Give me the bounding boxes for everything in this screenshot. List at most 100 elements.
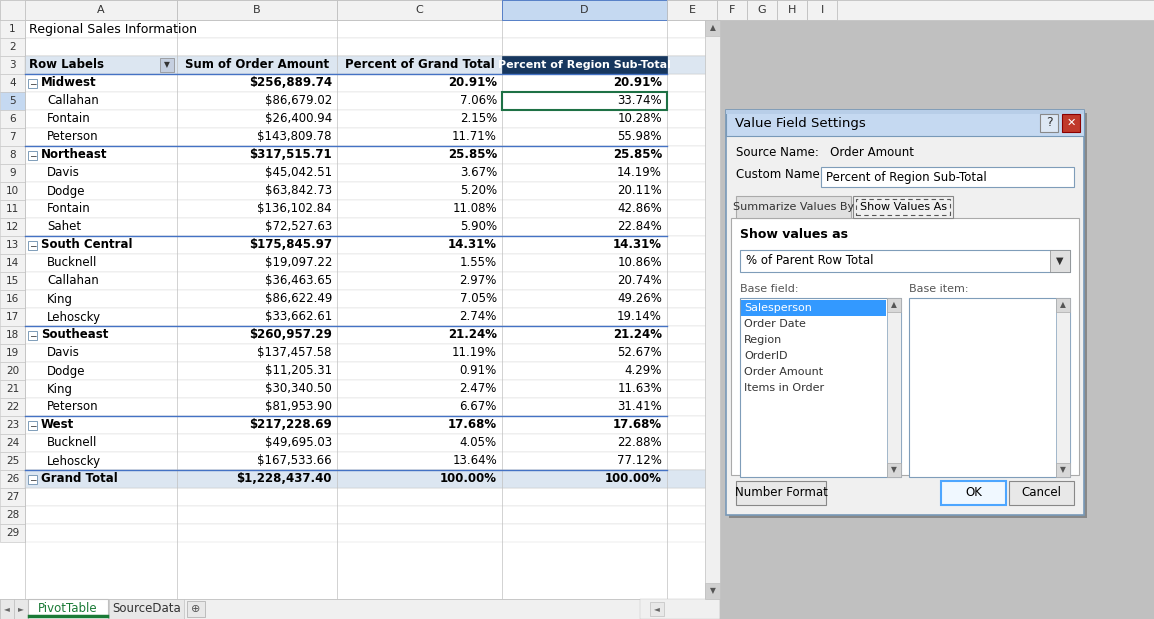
Text: Fontain: Fontain [47, 202, 91, 215]
Text: 7.06%: 7.06% [459, 95, 497, 108]
Bar [502, 0, 667, 20]
Bar [502, 56, 667, 74]
Text: $81,953.90: $81,953.90 [265, 400, 332, 413]
Text: −: − [29, 79, 36, 88]
Text: Sahet: Sahet [47, 220, 81, 233]
Text: 1: 1 [9, 24, 16, 34]
Text: Dodge: Dodge [47, 184, 85, 197]
Text: Grand Total: Grand Total [42, 472, 118, 485]
Text: 100.00%: 100.00% [605, 472, 662, 485]
Text: $167,533.66: $167,533.66 [257, 454, 332, 467]
Text: 7: 7 [9, 132, 16, 142]
Bar [1056, 298, 1070, 312]
Text: 49.26%: 49.26% [617, 293, 662, 306]
Text: 20.91%: 20.91% [613, 77, 662, 90]
Text: OK: OK [965, 487, 982, 500]
Text: $317,515.71: $317,515.71 [249, 149, 332, 162]
Text: 22: 22 [6, 402, 20, 412]
Text: 8: 8 [9, 150, 16, 160]
Text: 11.63%: 11.63% [617, 383, 662, 396]
Text: 25: 25 [6, 456, 20, 466]
Text: 2.47%: 2.47% [459, 383, 497, 396]
Bar [853, 196, 953, 218]
Bar [0, 182, 25, 200]
Bar [667, 0, 717, 20]
Text: 11.19%: 11.19% [452, 347, 497, 360]
Text: Value Field Settings: Value Field Settings [735, 116, 866, 129]
Text: $72,527.63: $72,527.63 [264, 220, 332, 233]
Text: Davis: Davis [47, 167, 80, 180]
Text: 55.98%: 55.98% [617, 131, 662, 144]
Bar [25, 272, 720, 290]
Text: Bucknell: Bucknell [47, 436, 97, 449]
Bar [729, 113, 1087, 518]
Text: 5.20%: 5.20% [460, 184, 497, 197]
Text: Midwest: Midwest [42, 77, 97, 90]
Text: $11,205.31: $11,205.31 [265, 365, 332, 378]
Bar [1056, 463, 1070, 477]
Text: Salesperson: Salesperson [744, 303, 812, 313]
Text: OrderID: OrderID [744, 351, 787, 361]
Text: 26: 26 [6, 474, 20, 484]
Text: 21: 21 [6, 384, 20, 394]
Text: % of Parent Row Total: % of Parent Row Total [745, 254, 874, 267]
Text: 10.86%: 10.86% [617, 256, 662, 269]
Bar [0, 344, 25, 362]
Text: Regional Sales Information: Regional Sales Information [29, 22, 197, 35]
Bar [1056, 298, 1070, 477]
Text: Callahan: Callahan [47, 95, 99, 108]
Text: −: − [29, 151, 36, 160]
Text: 12: 12 [6, 222, 20, 232]
Text: Sum of Order Amount: Sum of Order Amount [185, 59, 329, 72]
Text: Items in Order: Items in Order [744, 383, 824, 393]
Bar [736, 196, 850, 218]
Bar [25, 146, 720, 164]
Bar [25, 416, 720, 434]
Text: 6: 6 [9, 114, 16, 124]
Bar [25, 0, 177, 20]
Text: ►: ► [18, 605, 24, 613]
Text: Region: Region [744, 335, 782, 345]
Bar [0, 128, 25, 146]
Bar [28, 421, 37, 430]
Bar [820, 167, 1074, 187]
Text: Source Name:   Order Amount: Source Name: Order Amount [736, 145, 914, 158]
Bar [25, 470, 720, 488]
Bar [0, 488, 25, 506]
Bar [0, 200, 25, 218]
Text: 42.86%: 42.86% [617, 202, 662, 215]
Text: $19,097.22: $19,097.22 [264, 256, 332, 269]
Text: $175,845.97: $175,845.97 [249, 238, 332, 251]
Bar [1062, 114, 1080, 132]
Bar [25, 326, 720, 344]
Text: 21.24%: 21.24% [448, 329, 497, 342]
Text: 6.67%: 6.67% [459, 400, 497, 413]
Text: 19: 19 [6, 348, 20, 358]
Text: 11.71%: 11.71% [452, 131, 497, 144]
Text: 20.91%: 20.91% [448, 77, 497, 90]
Text: E: E [689, 5, 696, 15]
Text: I: I [820, 5, 824, 15]
Bar [108, 599, 183, 619]
Text: 20: 20 [6, 366, 20, 376]
Text: $143,809.78: $143,809.78 [257, 131, 332, 144]
Text: 25.85%: 25.85% [448, 149, 497, 162]
Bar [0, 599, 1154, 619]
Bar [187, 601, 205, 617]
Text: $86,679.02: $86,679.02 [264, 95, 332, 108]
Text: A: A [97, 5, 105, 15]
Text: Peterson: Peterson [47, 400, 98, 413]
Bar [0, 146, 25, 164]
Bar [0, 272, 25, 290]
Bar [0, 326, 25, 344]
Bar [887, 463, 901, 477]
Bar [0, 110, 25, 128]
Bar [726, 110, 1084, 114]
Bar [0, 164, 25, 182]
Text: 3: 3 [9, 60, 16, 70]
Bar [0, 74, 25, 92]
Text: Lehoscky: Lehoscky [47, 454, 102, 467]
Text: ◄: ◄ [5, 605, 10, 613]
Text: ◄: ◄ [654, 605, 660, 613]
Text: Peterson: Peterson [47, 131, 98, 144]
